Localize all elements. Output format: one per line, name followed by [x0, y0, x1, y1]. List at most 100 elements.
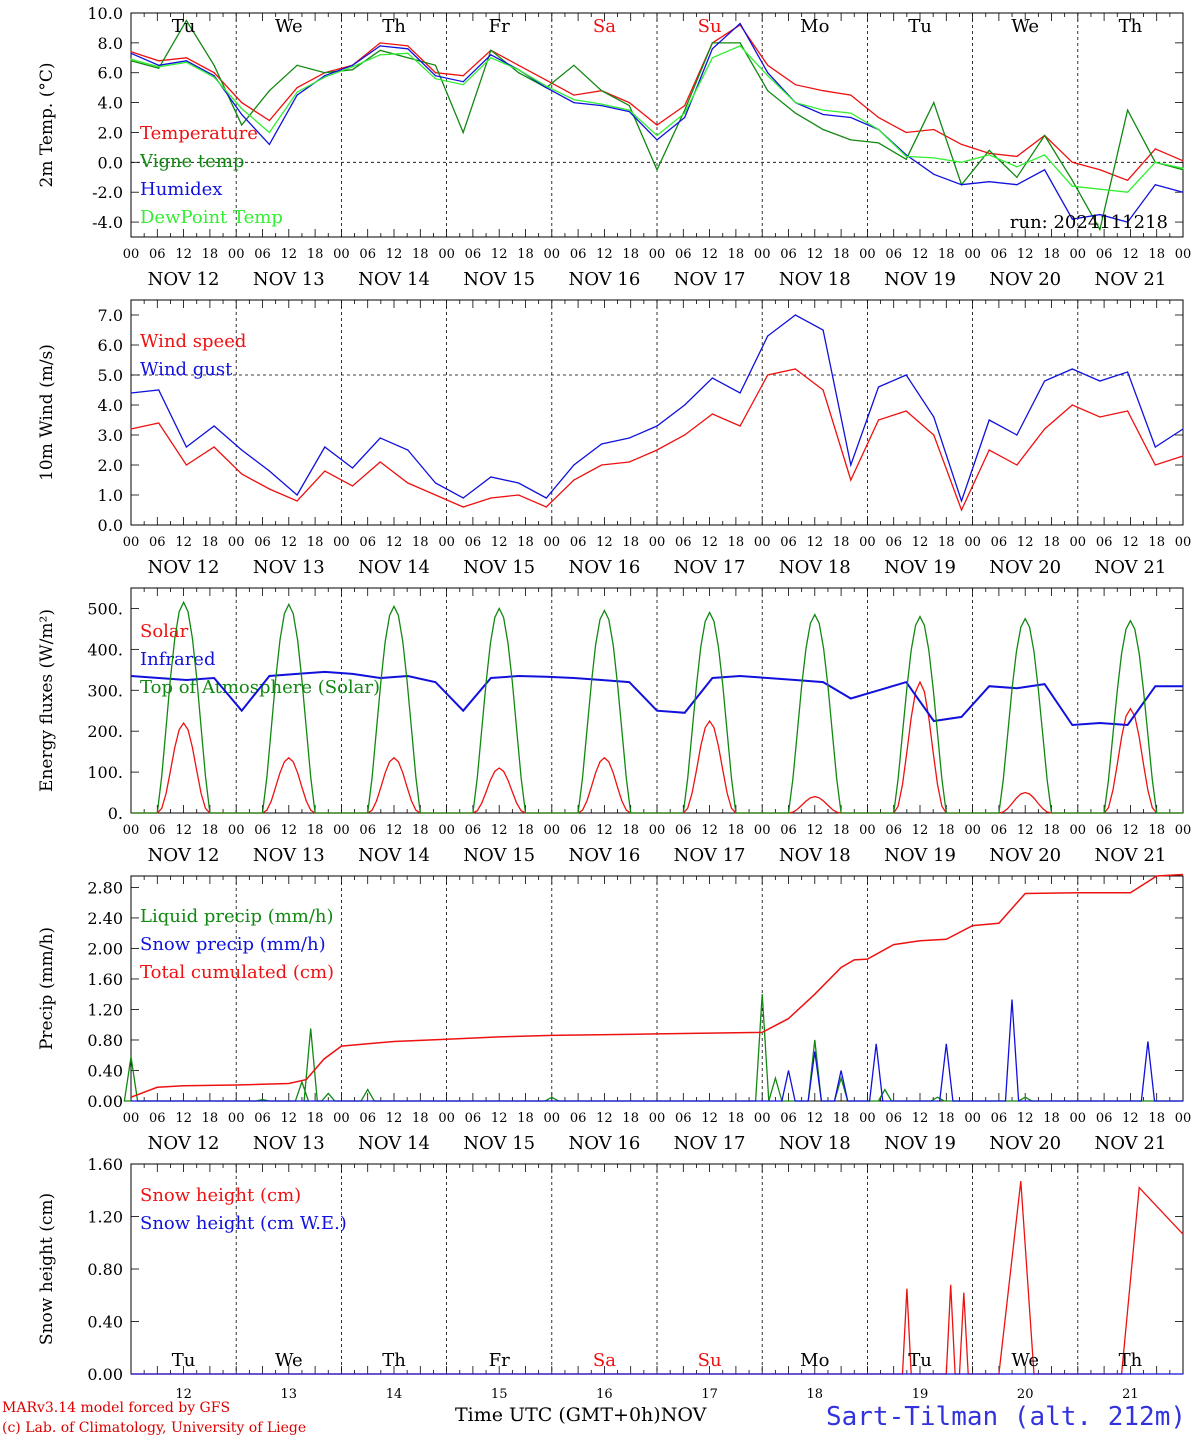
data-point: [296, 87, 298, 89]
y-tick-label: 10.0: [87, 4, 123, 23]
hour-tick-label: 06: [149, 535, 166, 550]
data-point: [1071, 368, 1073, 370]
time-axis-text: Time UTC (GMT+0h): [455, 1404, 661, 1426]
legend-total-cumulated-cm-: Total cumulated (cm): [140, 962, 334, 983]
hour-tick-label: 12: [175, 535, 192, 550]
hour-tick-label: 18: [1043, 1111, 1060, 1126]
y-axis-title: 2m Temp. (°C): [37, 62, 57, 187]
weekday-label: Th: [1119, 1350, 1143, 1371]
hour-tick-label: 18: [412, 823, 429, 838]
run-label: run: 2024111218: [1010, 212, 1168, 233]
data-point: [1016, 155, 1018, 157]
data-point: [517, 69, 520, 71]
data-point: [1071, 404, 1073, 406]
hour-tick-label: 12: [281, 535, 298, 550]
data-point: [960, 184, 963, 186]
hour-tick-label: 18: [833, 1111, 850, 1126]
date-label: NOV 20: [989, 269, 1061, 290]
month-label: NOV: [660, 1404, 707, 1426]
data-point: [130, 392, 132, 394]
hour-tick-label: 06: [675, 247, 692, 262]
data-point: [379, 461, 381, 463]
date-label: NOV 20: [989, 557, 1061, 578]
date-label: NOV 21: [1094, 557, 1166, 578]
weekday-label: Fr: [489, 1350, 510, 1371]
data-point: [794, 314, 797, 316]
hour-tick-label: 06: [1096, 247, 1113, 262]
hour-tick-label: 06: [991, 247, 1008, 262]
hour-tick-label: 12: [386, 535, 403, 550]
data-point: [1182, 160, 1184, 162]
series-top-of-atmosphere-solar-: [131, 600, 1183, 814]
y-tick-label: 5.0: [98, 366, 123, 385]
credit-line: (c) Lab. of Climatology, University of L…: [2, 1420, 307, 1436]
data-point: [822, 128, 824, 131]
hour-tick-label: 18: [1148, 1111, 1165, 1126]
data-point: [434, 78, 437, 80]
data-point: [684, 434, 686, 436]
data-point: [545, 85, 547, 87]
plot-frame: [130, 299, 1184, 526]
data-point: [711, 42, 713, 44]
y-tick-label: 500.: [87, 599, 123, 618]
data-point: [601, 104, 603, 107]
hour-tick-label: 12: [596, 1111, 613, 1126]
day-number-label: 17: [701, 1387, 718, 1402]
y-tick-label: 2.0: [98, 456, 123, 475]
data-point: [158, 422, 160, 424]
date-label: NOV 16: [568, 845, 640, 866]
hour-tick-label: 12: [701, 1111, 718, 1126]
hour-tick-label: 00: [123, 1111, 140, 1126]
data-point: [960, 161, 963, 163]
data-point: [407, 482, 409, 484]
data-point: [988, 154, 990, 156]
data-point: [185, 464, 187, 466]
weekday-label: Mo: [800, 16, 829, 37]
y-tick-label: 0.00: [87, 1365, 123, 1384]
date-label: NOV 19: [884, 557, 956, 578]
y-tick-label: 100.: [87, 763, 123, 782]
data-point: [379, 54, 381, 56]
data-point: [490, 49, 492, 51]
date-label: NOV 19: [884, 269, 956, 290]
date-label: NOV 12: [148, 1133, 220, 1154]
hour-tick-label: 00: [1175, 247, 1192, 262]
data-point: [794, 368, 797, 370]
hour-tick-label: 12: [1122, 247, 1139, 262]
hour-tick-label: 12: [912, 1111, 929, 1126]
hour-tick-label: 00: [1070, 823, 1087, 838]
date-label: NOV 14: [358, 557, 430, 578]
data-point: [628, 109, 630, 111]
data-point: [850, 112, 852, 114]
weekday-label: Mo: [800, 1350, 829, 1371]
y-tick-label: 4.0: [98, 94, 123, 113]
data-point: [601, 464, 603, 466]
hour-tick-label: 00: [754, 823, 771, 838]
series-temperature: [130, 24, 1184, 182]
data-point: [379, 42, 381, 44]
date-label: NOV 17: [674, 845, 746, 866]
hour-tick-label: 18: [202, 1111, 219, 1126]
date-label: NOV 13: [253, 557, 325, 578]
date-label: NOV 12: [148, 269, 220, 290]
day-number-label: 18: [807, 1387, 824, 1402]
weekday-label: Su: [698, 16, 722, 37]
date-label: NOV 20: [989, 845, 1061, 866]
data-point: [1099, 380, 1101, 382]
data-point: [434, 482, 437, 484]
series-infrared: [130, 670, 1183, 727]
series-liquid-precip-mm-h-: [123, 994, 1183, 1102]
data-point: [324, 76, 326, 78]
hour-tick-label: 18: [1043, 823, 1060, 838]
hour-tick-label: 06: [885, 823, 902, 838]
date-label: NOV 18: [779, 1133, 851, 1154]
data-point: [573, 99, 575, 101]
weekday-label: Tu: [908, 16, 932, 37]
data-point: [684, 109, 686, 111]
hour-tick-label: 12: [281, 247, 298, 262]
data-point: [185, 61, 187, 63]
data-point: [988, 419, 990, 421]
data-point: [130, 58, 132, 60]
hour-tick-label: 18: [938, 823, 955, 838]
hour-tick-label: 00: [544, 535, 561, 550]
